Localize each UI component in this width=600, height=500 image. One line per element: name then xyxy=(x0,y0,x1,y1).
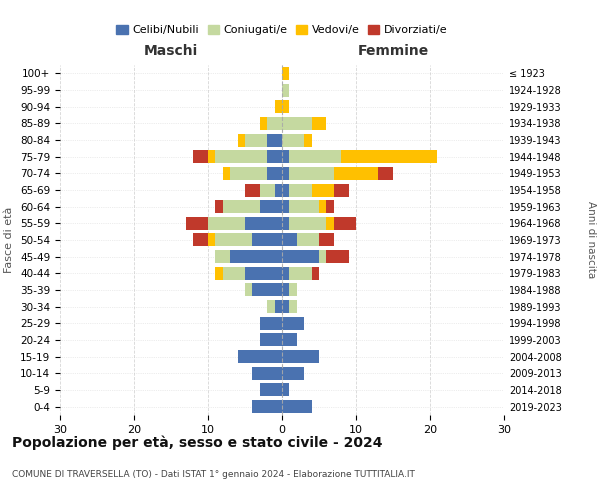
Bar xyxy=(267,300,275,313)
Bar xyxy=(326,250,349,263)
Bar xyxy=(289,300,297,313)
Bar xyxy=(282,284,289,296)
Bar xyxy=(215,150,267,163)
Bar xyxy=(275,300,282,313)
Bar xyxy=(319,234,334,246)
Bar xyxy=(297,234,319,246)
Y-axis label: Fasce di età: Fasce di età xyxy=(4,207,14,273)
Bar xyxy=(282,384,289,396)
Bar xyxy=(282,267,289,280)
Text: COMUNE DI TRAVERSELLA (TO) - Dati ISTAT 1° gennaio 2024 - Elaborazione TUTTITALI: COMUNE DI TRAVERSELLA (TO) - Dati ISTAT … xyxy=(12,470,415,479)
Bar xyxy=(282,100,289,113)
Bar xyxy=(260,200,282,213)
Bar xyxy=(223,200,260,213)
Text: Anni di nascita: Anni di nascita xyxy=(586,202,596,278)
Text: Femmine: Femmine xyxy=(358,44,428,59)
Bar xyxy=(208,217,245,230)
Bar xyxy=(260,334,282,346)
Bar xyxy=(282,84,289,96)
Bar xyxy=(253,284,282,296)
Bar xyxy=(230,250,282,263)
Bar xyxy=(311,184,334,196)
Bar xyxy=(334,167,378,180)
Bar xyxy=(260,117,267,130)
Bar xyxy=(341,150,437,163)
Bar xyxy=(282,350,319,363)
Bar xyxy=(208,234,215,246)
Bar xyxy=(289,184,311,196)
Bar xyxy=(311,117,326,130)
Bar xyxy=(289,217,326,230)
Bar xyxy=(230,167,267,180)
Bar xyxy=(282,317,304,330)
Bar xyxy=(282,167,289,180)
Bar xyxy=(304,134,311,146)
Bar xyxy=(326,200,334,213)
Bar xyxy=(282,117,311,130)
Bar xyxy=(282,134,304,146)
Bar xyxy=(193,150,208,163)
Bar xyxy=(334,184,349,196)
Bar xyxy=(289,167,334,180)
Bar xyxy=(245,134,267,146)
Bar xyxy=(215,200,223,213)
Bar xyxy=(282,184,289,196)
Bar xyxy=(186,217,208,230)
Bar xyxy=(326,217,334,230)
Bar xyxy=(215,267,223,280)
Bar xyxy=(253,234,282,246)
Bar xyxy=(282,334,297,346)
Bar xyxy=(282,250,319,263)
Bar xyxy=(267,134,282,146)
Bar xyxy=(334,217,356,230)
Legend: Celibi/Nubili, Coniugati/e, Vedovi/e, Divorziati/e: Celibi/Nubili, Coniugati/e, Vedovi/e, Di… xyxy=(113,22,451,38)
Bar xyxy=(193,234,208,246)
Bar xyxy=(282,367,304,380)
Bar xyxy=(311,267,319,280)
Bar xyxy=(245,217,282,230)
Bar xyxy=(238,350,282,363)
Bar xyxy=(289,267,311,280)
Bar xyxy=(215,234,253,246)
Bar xyxy=(267,167,282,180)
Bar xyxy=(245,267,282,280)
Bar xyxy=(253,400,282,413)
Bar xyxy=(275,184,282,196)
Bar xyxy=(223,267,245,280)
Bar xyxy=(319,250,326,263)
Text: Maschi: Maschi xyxy=(144,44,198,59)
Bar xyxy=(289,150,341,163)
Bar xyxy=(289,284,297,296)
Bar xyxy=(282,300,289,313)
Bar xyxy=(260,184,275,196)
Bar xyxy=(215,250,230,263)
Bar xyxy=(282,234,297,246)
Bar xyxy=(267,150,282,163)
Bar xyxy=(245,184,260,196)
Bar xyxy=(289,200,319,213)
Bar xyxy=(282,200,289,213)
Bar xyxy=(253,367,282,380)
Bar xyxy=(378,167,393,180)
Bar xyxy=(282,150,289,163)
Bar xyxy=(282,400,311,413)
Bar xyxy=(282,67,289,80)
Bar xyxy=(208,150,215,163)
Bar xyxy=(282,217,289,230)
Bar xyxy=(267,117,282,130)
Text: Popolazione per età, sesso e stato civile - 2024: Popolazione per età, sesso e stato civil… xyxy=(12,435,383,450)
Bar xyxy=(319,200,326,213)
Bar xyxy=(260,317,282,330)
Bar xyxy=(238,134,245,146)
Bar xyxy=(223,167,230,180)
Bar xyxy=(275,100,282,113)
Bar xyxy=(260,384,282,396)
Bar xyxy=(245,284,253,296)
